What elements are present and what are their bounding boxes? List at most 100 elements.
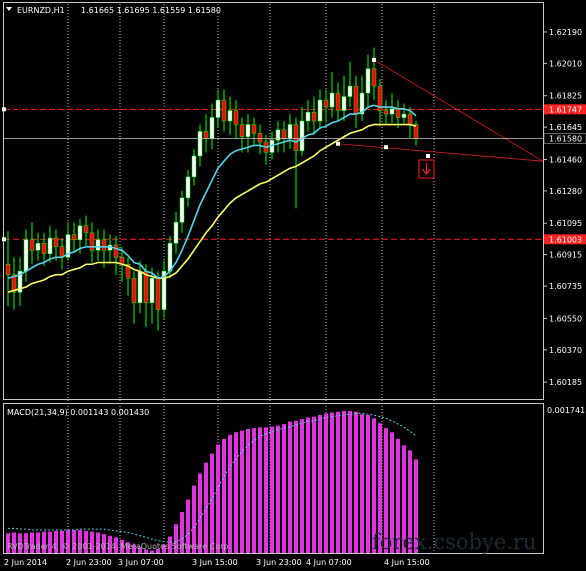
bull-candle [329, 92, 335, 108]
macd-bar [162, 544, 166, 553]
macd-bar [234, 432, 238, 553]
macd-bar [6, 533, 10, 553]
bull-candle [299, 120, 305, 151]
macd-bar [78, 530, 82, 553]
trendline-anchor[interactable] [336, 141, 340, 146]
macd-bar [30, 532, 34, 553]
macd-bar [36, 532, 40, 553]
trendline-upper[interactable] [373, 59, 544, 162]
macd-bar [354, 411, 358, 553]
time-tick-label: 3 Jun 15:00 [192, 558, 238, 567]
bull-candle [47, 237, 53, 255]
macd-bar [114, 537, 118, 553]
bull-candle [179, 197, 185, 223]
macd-bar [288, 421, 292, 553]
macd-bar [222, 438, 226, 553]
bull-candle [161, 270, 167, 310]
bull-candle [191, 155, 197, 178]
macd-bar [186, 499, 190, 553]
bear-candle [83, 225, 89, 234]
macd-histogram [6, 410, 418, 553]
dropdown-triangle-icon[interactable] [6, 7, 12, 11]
time-tick-label: 4 Jun 15:00 [384, 558, 430, 567]
bear-candle [89, 232, 95, 251]
macd-bar [264, 427, 268, 553]
trendline-lower[interactable] [337, 143, 544, 162]
macd-bar [300, 419, 304, 553]
macd-bar [330, 412, 334, 553]
price-axis: 1.62190 1.62010 1.61825 1.61645 1.61460 1.612… [4, 28, 586, 387]
macd-bar [48, 531, 52, 553]
level-price-box [544, 104, 586, 115]
bull-candle [275, 129, 281, 141]
bull-candle [287, 124, 293, 139]
bull-candle [215, 99, 221, 118]
bear-candle [323, 99, 329, 108]
level-anchor[interactable] [2, 237, 6, 242]
macd-bar [198, 473, 202, 553]
bear-candle [203, 131, 209, 139]
macd-bar [312, 416, 316, 553]
bear-candle [335, 92, 341, 111]
time-tick-label: 3 Jun 23:00 [256, 558, 302, 567]
macd-bar [54, 530, 58, 553]
bull-candle [23, 239, 29, 272]
macd-bar [348, 410, 352, 553]
price-tick-label: 1.61280 [549, 187, 582, 196]
macd-bar [66, 530, 70, 553]
price-tick-label: 1.61095 [549, 219, 582, 228]
macd-bar [384, 428, 388, 553]
bear-candle [29, 239, 35, 251]
level-anchor[interactable] [2, 107, 6, 112]
sell-arrow-icon[interactable] [418, 159, 435, 179]
macd-bar [120, 539, 124, 553]
macd-bar [276, 425, 280, 553]
macd-bar [42, 531, 46, 553]
ema-fast-line [7, 104, 417, 280]
bear-candle [125, 264, 131, 279]
bear-candle [221, 99, 227, 122]
macd-bar [396, 438, 400, 553]
trendline-anchor[interactable] [384, 145, 388, 150]
bull-candle [149, 277, 155, 303]
macd-bar [240, 430, 244, 553]
macd-bar [150, 550, 154, 553]
bull-candle [401, 113, 407, 118]
bear-candle [113, 244, 119, 258]
macd-bar [228, 434, 232, 553]
macd-bar [270, 426, 274, 553]
time-tick-label: 2 Jun 23:00 [66, 558, 112, 567]
macd-bar [144, 549, 148, 553]
time-tick-label: 2 Jun 2014 [4, 558, 47, 567]
trendline-anchor[interactable] [426, 153, 430, 158]
macd-signal-line [8, 412, 417, 543]
trendlines[interactable] [336, 57, 544, 162]
ohlc-label: 1.61665 1.61695 1.61559 1.61580 [81, 6, 221, 15]
bear-candle [257, 133, 263, 143]
macd-bar [252, 428, 256, 553]
trendline-anchor[interactable] [372, 57, 376, 62]
price-tick-label: 1.60550 [549, 314, 582, 323]
bear-candle [383, 110, 389, 115]
bear-candle [101, 239, 107, 251]
macd-bar [360, 414, 364, 553]
macd-bar [72, 530, 76, 553]
current-price-label: 1.61580 [549, 134, 582, 143]
bear-candle [311, 112, 317, 122]
bear-candle [377, 85, 383, 111]
time-axis: 2 Jun 2014 2 Jun 23:00 3 Jun 07:00 3 Jun 15… [4, 558, 430, 567]
chart-header: EURNZD,H1 1.61665 1.61695 1.61559 1.6158… [6, 6, 221, 15]
bull-candle [227, 110, 233, 122]
horizontal-levels[interactable]: 1.61747 1.61003 [2, 104, 586, 245]
macd-bar [156, 548, 160, 553]
bull-candle [185, 176, 191, 199]
price-tick-label: 1.61825 [549, 92, 582, 101]
macd-label: MACD(21,34,9) 0.001143 0.001430 [7, 408, 149, 417]
macd-bar [282, 424, 286, 553]
macd-bar [108, 535, 112, 553]
macd-bar [258, 427, 262, 553]
current-price-box [543, 133, 586, 144]
watermark: forex.csobye.ru [372, 530, 537, 554]
bear-candle [251, 124, 257, 134]
